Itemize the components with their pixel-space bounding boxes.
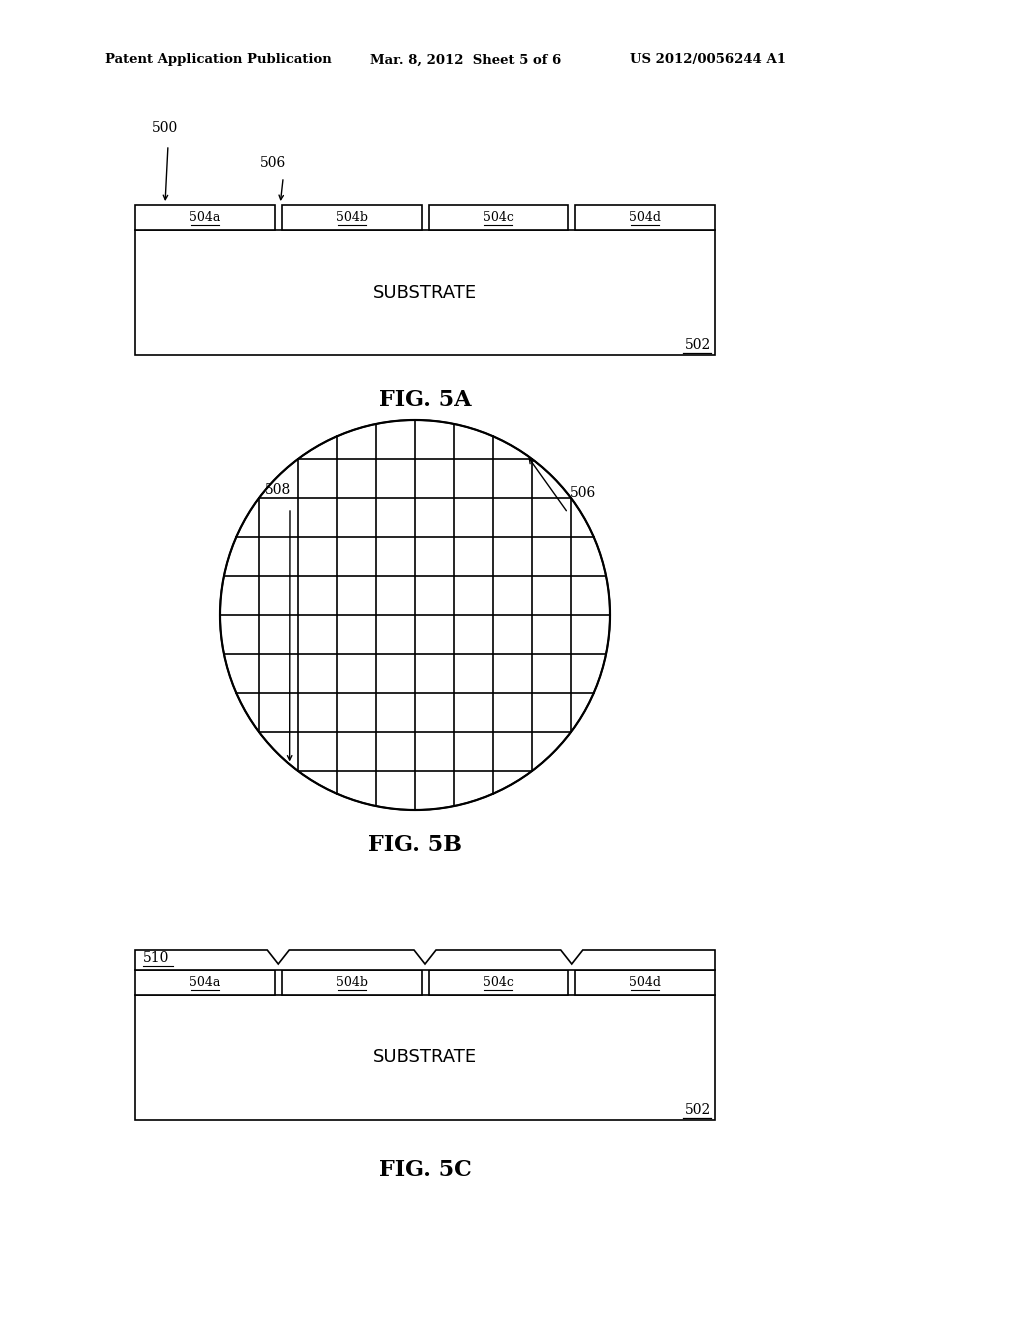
- Bar: [135, 995, 715, 1119]
- Text: 504a: 504a: [189, 975, 220, 989]
- Text: Mar. 8, 2012  Sheet 5 of 6: Mar. 8, 2012 Sheet 5 of 6: [370, 54, 561, 66]
- Bar: [282, 970, 422, 995]
- Text: SUBSTRATE: SUBSTRATE: [373, 284, 477, 301]
- Bar: [282, 205, 422, 230]
- Text: 504d: 504d: [629, 975, 662, 989]
- Text: SUBSTRATE: SUBSTRATE: [373, 1048, 477, 1067]
- Text: 500: 500: [152, 121, 178, 135]
- Bar: [135, 205, 274, 230]
- Bar: [575, 205, 715, 230]
- Text: 504b: 504b: [336, 211, 368, 224]
- Text: 504b: 504b: [336, 975, 368, 989]
- Text: 502: 502: [685, 338, 711, 352]
- Text: 504d: 504d: [629, 211, 662, 224]
- Bar: [135, 230, 715, 355]
- Bar: [428, 970, 568, 995]
- Text: 504c: 504c: [483, 211, 514, 224]
- Text: 502: 502: [685, 1104, 711, 1117]
- Text: Patent Application Publication: Patent Application Publication: [105, 54, 332, 66]
- Text: 510: 510: [143, 950, 169, 965]
- Text: FIG. 5B: FIG. 5B: [368, 834, 462, 855]
- Text: US 2012/0056244 A1: US 2012/0056244 A1: [630, 54, 786, 66]
- Text: 508: 508: [265, 483, 291, 498]
- Text: 506: 506: [570, 486, 596, 500]
- Text: FIG. 5A: FIG. 5A: [379, 389, 471, 411]
- Text: 504a: 504a: [189, 211, 220, 224]
- Bar: [135, 970, 274, 995]
- Text: 504c: 504c: [483, 975, 514, 989]
- Ellipse shape: [220, 420, 610, 810]
- Text: 506: 506: [260, 156, 287, 170]
- Polygon shape: [135, 950, 715, 970]
- Text: FIG. 5C: FIG. 5C: [379, 1159, 471, 1181]
- Bar: [575, 970, 715, 995]
- Bar: [428, 205, 568, 230]
